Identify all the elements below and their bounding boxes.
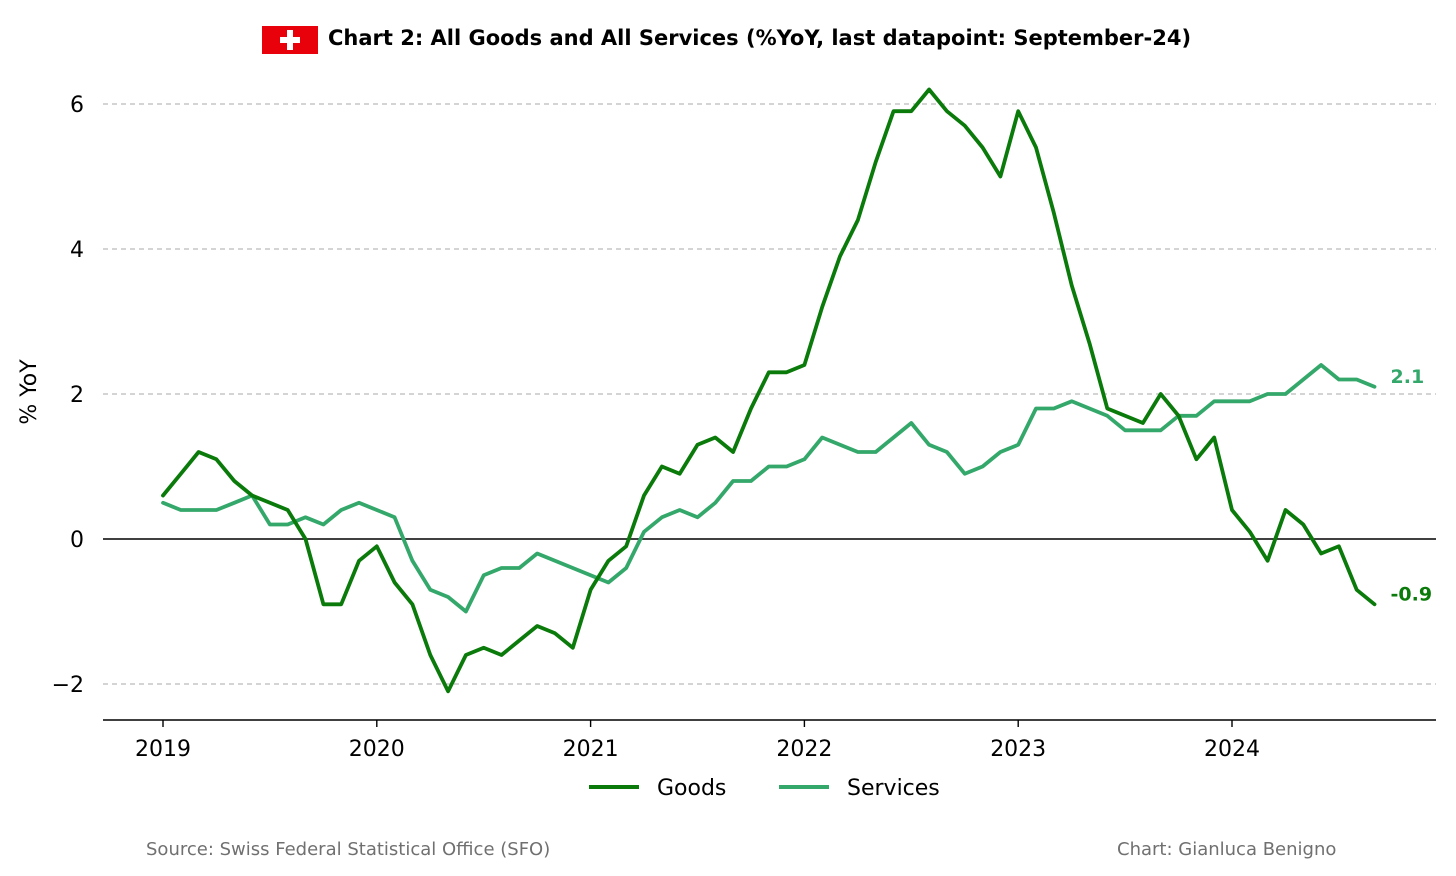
end-label-services: 2.1: [1391, 366, 1425, 388]
y-tick-label: 6: [70, 93, 84, 118]
series-lines: [161, 87, 1377, 694]
legend-label-goods: Goods: [657, 776, 726, 801]
x-tick-label: 2019: [135, 737, 191, 762]
y-tick-label: 4: [70, 238, 84, 263]
chart-credit: Chart: Gianluca Benigno: [1117, 839, 1336, 860]
source-note: Source: Swiss Federal Statistical Office…: [146, 839, 550, 860]
y-tick-label: 0: [70, 528, 84, 553]
chart-header: Chart 2: All Goods and All Services (%Yo…: [262, 26, 1191, 54]
chart-title: Chart 2: All Goods and All Services (%Yo…: [328, 26, 1191, 50]
x-tick-label: 2024: [1204, 737, 1260, 762]
y-tick-label: −2: [52, 673, 84, 698]
x-axis-ticks: 2019 2020 2021 2022 2023 2024: [135, 720, 1260, 762]
legend: Goods Services: [589, 776, 940, 801]
swiss-flag-icon: [262, 26, 318, 54]
legend-label-services: Services: [847, 776, 940, 801]
end-labels: 2.1 -0.9: [1391, 366, 1433, 606]
x-tick-label: 2020: [349, 737, 405, 762]
series-line-goods: [161, 87, 1377, 694]
end-label-goods: -0.9: [1391, 583, 1433, 605]
series-line-services: [161, 363, 1377, 614]
y-tick-label: 2: [70, 383, 84, 408]
y-axis-label: % YoY: [17, 359, 42, 425]
grid-lines: [103, 103, 1436, 685]
x-tick-label: 2022: [776, 737, 832, 762]
y-axis-ticks: 6 4 2 0 −2: [52, 93, 84, 698]
x-tick-label: 2023: [990, 737, 1046, 762]
x-tick-label: 2021: [563, 737, 619, 762]
